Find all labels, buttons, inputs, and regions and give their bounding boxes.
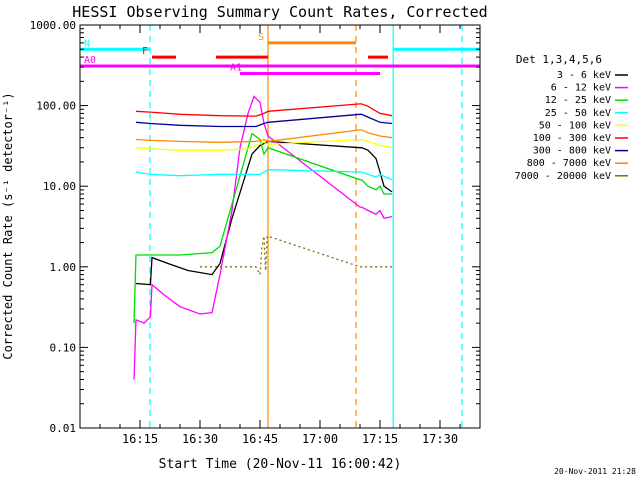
legend-label-12-25-kev: 12 - 25 keV (545, 95, 611, 106)
legend-label-100-300-kev: 100 - 300 keV (533, 133, 611, 144)
flag-label-n: N (84, 38, 90, 49)
y-tick-label: 1000.00 (30, 19, 76, 32)
legend-label-6-12-kev: 6 - 12 keV (551, 83, 611, 94)
x-tick-label: 17:30 (422, 432, 458, 446)
flag-label-s: S (258, 32, 264, 43)
y-tick-label: 1.00 (50, 261, 77, 274)
series-line-12-25-kev (133, 132, 392, 324)
legend-title: Det 1,3,4,5,6 (516, 53, 602, 66)
series-line-300-800-kev (135, 113, 393, 128)
y-tick-label: 0.01 (50, 422, 77, 435)
y-tick-label: 0.10 (50, 341, 77, 354)
flag-label-a1: A1 (230, 63, 242, 74)
series-line-25-50-kev (135, 169, 393, 181)
legend-label-800-7000-kev: 800 - 7000 keV (527, 158, 611, 169)
series-line-50-100-kev (135, 138, 393, 151)
series-line-3-6-kev (135, 140, 393, 286)
series-line-800-7000-kev (135, 129, 393, 143)
flag-label-a0: A0 (84, 55, 96, 66)
series-line-100-300-kev (135, 103, 393, 117)
y-tick-label: 100.00 (36, 100, 76, 113)
legend-label-25-50-kev: 25 - 50 keV (545, 108, 611, 119)
x-tick-label: 16:15 (122, 432, 158, 446)
y-axis-label: Corrected Count Rate (s⁻¹ detector⁻¹) (1, 92, 15, 359)
footer-timestamp: 20-Nov-2011 21:28 (554, 467, 636, 476)
legend-label-3-6-kev: 3 - 6 keV (557, 70, 611, 81)
y-tick-label: 10.00 (43, 180, 76, 193)
flag-label-f: F (142, 46, 148, 57)
x-axis-label: Start Time (20-Nov-11 16:00:42) (159, 457, 402, 472)
x-tick-label: 16:45 (242, 432, 278, 446)
x-tick-label: 17:15 (362, 432, 398, 446)
legend-label-7000-20000-kev: 7000 - 20000 keV (515, 171, 611, 182)
x-tick-label: 16:30 (182, 432, 218, 446)
legend-label-300-800-kev: 300 - 800 keV (533, 146, 611, 157)
legend-label-50-100-kev: 50 - 100 keV (539, 120, 611, 131)
series-line-6-12-kev (133, 95, 393, 380)
series-line-7000-20000-kev (200, 235, 392, 277)
chart-title: HESSI Observing Summary Count Rates, Cor… (72, 3, 487, 21)
x-tick-label: 17:00 (302, 432, 338, 446)
